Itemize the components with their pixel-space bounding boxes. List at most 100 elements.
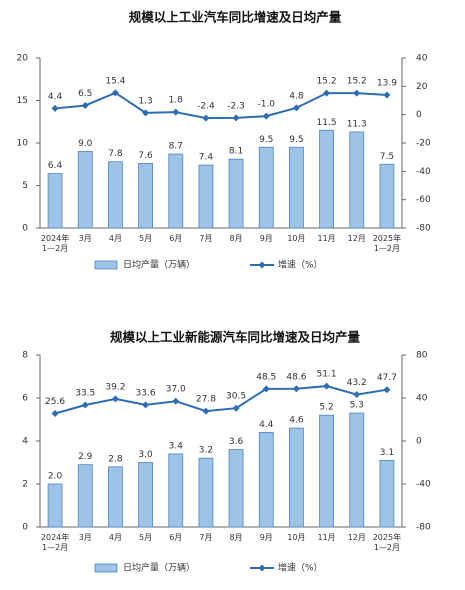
line-marker: [142, 401, 150, 409]
line-marker: [232, 404, 240, 412]
bar: [77, 464, 93, 528]
line-label: 13.9: [377, 78, 397, 88]
bar-label: 9.0: [78, 139, 93, 149]
line-marker: [323, 382, 331, 390]
bar-label: 9.5: [259, 135, 273, 145]
line-marker: [353, 391, 361, 399]
x-tick-label: 7月: [199, 234, 213, 243]
x-tick-label: 5月: [139, 533, 153, 542]
x-tick-label: 8月: [229, 234, 243, 243]
bar-label: 8.1: [229, 147, 243, 157]
bar: [138, 162, 153, 229]
bar: [289, 427, 304, 528]
legend-label: 日均产量（万辆）: [123, 259, 195, 271]
y2-tick-label: 0: [416, 110, 422, 120]
bar-label: 2.0: [48, 472, 63, 482]
chart-title: 规模以上工业汽车同比增速及日均产量: [129, 10, 342, 25]
legend-swatch: [94, 563, 118, 573]
bar: [379, 459, 395, 528]
x-tick-label: 3月: [78, 533, 92, 542]
line-label: 30.5: [226, 392, 246, 402]
y2-tick-label: 0: [416, 437, 422, 447]
bar: [258, 146, 274, 229]
line-label: 1.8: [169, 96, 184, 106]
line-label: 15.2: [347, 77, 367, 87]
legend-label: 日均产量（万辆）: [123, 562, 195, 574]
line-label: 4.8: [289, 91, 304, 101]
bar-label: 6.4: [48, 161, 63, 171]
y2-tick-label: 80: [416, 351, 428, 361]
bar-label: 11.5: [317, 118, 337, 128]
line-marker: [172, 397, 180, 405]
y2-tick-label: 20: [416, 82, 428, 92]
bar: [319, 129, 334, 229]
line-marker: [111, 89, 119, 97]
line-label: 51.1: [317, 370, 337, 380]
line-label: 25.6: [45, 397, 65, 407]
y2-tick-label: -80: [416, 523, 431, 533]
x-tick-label: 10月: [287, 234, 306, 243]
x-tick-label: 8月: [229, 533, 243, 542]
y-tick-label: 2: [22, 480, 28, 490]
bar-label: 3.0: [138, 450, 153, 460]
line-label: 15.4: [105, 76, 125, 86]
bar-label: 3.2: [199, 446, 213, 456]
legend-label: 增速（%）: [278, 562, 323, 574]
bar: [289, 146, 304, 229]
bar-label: 3.6: [229, 437, 244, 447]
bar: [77, 151, 93, 229]
bar-label: 7.5: [380, 152, 394, 162]
bar: [168, 153, 184, 229]
y2-tick-label: -80: [416, 224, 431, 234]
line-marker: [202, 407, 210, 415]
bar: [228, 449, 244, 528]
line-label: 4.4: [48, 92, 63, 102]
x-tick-label: 2024年 1—2月: [40, 533, 70, 552]
line-marker: [81, 101, 89, 109]
bar: [47, 173, 63, 229]
y-tick-label: 8: [22, 351, 28, 361]
line-marker: [323, 89, 331, 97]
line-label: 37.0: [166, 385, 186, 395]
chart-title: 规模以上工业新能源汽车同比增速及日均产量: [110, 330, 361, 345]
bar: [168, 453, 184, 528]
line-label: 1.3: [138, 96, 152, 106]
x-tick-label: 4月: [108, 234, 122, 243]
line-marker: [142, 109, 150, 117]
bar-label: 5.2: [319, 403, 333, 413]
bar-label: 5.3: [350, 401, 364, 411]
line: [54, 91, 387, 120]
line-marker: [51, 104, 59, 112]
x-tick-label: 2025年 1—2月: [372, 234, 402, 253]
x-tick-label: 3月: [78, 234, 92, 243]
x-tick-label: 2024年 1—2月: [40, 234, 70, 253]
bar: [138, 462, 153, 528]
x-tick-label: 2025年 1—2月: [372, 533, 402, 552]
y-tick-label: 10: [17, 139, 29, 149]
y2-tick-label: -20: [416, 139, 431, 149]
y2-tick-label: 40: [416, 394, 428, 404]
line-marker: [111, 395, 119, 403]
y2-tick-label: -40: [416, 480, 431, 490]
x-tick-label: 4月: [108, 533, 122, 542]
bar-label: 3.1: [380, 448, 394, 458]
bar-label: 2.9: [78, 452, 93, 462]
x-tick-label: 10月: [287, 533, 306, 542]
legend-marker: [258, 261, 266, 269]
bar: [379, 163, 395, 229]
y-tick-label: 6: [22, 394, 28, 404]
legend-label: 增速（%）: [278, 259, 323, 271]
line-marker: [383, 91, 391, 99]
line-label: 33.5: [75, 388, 95, 398]
y-tick-label: 20: [17, 54, 29, 64]
bar: [228, 158, 244, 229]
bar-label: 3.4: [169, 441, 184, 451]
y-tick-label: 0: [22, 523, 28, 533]
bar-label: 11.3: [347, 119, 367, 129]
bar: [108, 466, 123, 528]
x-tick-label: 12月: [347, 234, 366, 243]
bar-label: 9.5: [289, 135, 303, 145]
x-tick-label: 9月: [259, 533, 273, 542]
